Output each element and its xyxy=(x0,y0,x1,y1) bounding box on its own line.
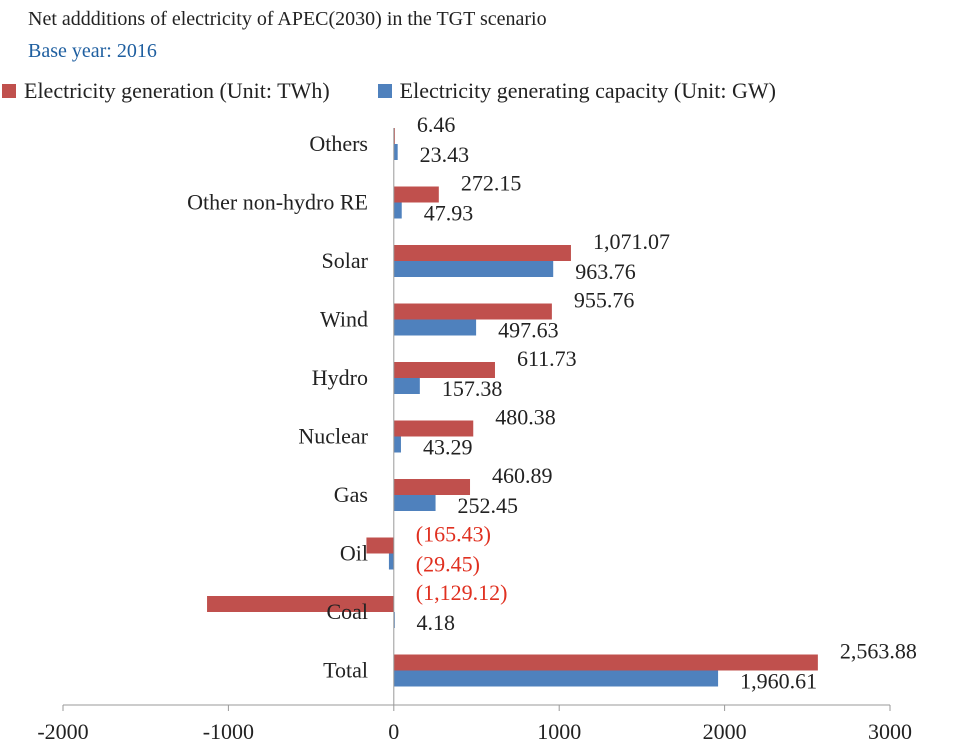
bar-generation-wind xyxy=(393,303,552,320)
bar-generation-total xyxy=(393,654,818,671)
category-label-other-non-hydro-re: Other non-hydro RE xyxy=(187,190,368,215)
bar-generation-coal xyxy=(207,596,394,612)
chart-legend: Electricity generation (Unit: TWh) Elect… xyxy=(2,78,824,104)
legend-label-generation: Electricity generation (Unit: TWh) xyxy=(24,78,330,103)
bar-generation-oil xyxy=(366,537,394,554)
category-label-wind: Wind xyxy=(320,307,368,332)
category-label-solar: Solar xyxy=(322,248,369,273)
category-label-nuclear: Nuclear xyxy=(298,424,368,449)
bar-generation-other-non-hydro-re xyxy=(393,186,439,203)
data-label-generation-total: 2,563.88 xyxy=(840,639,917,664)
x-tick-label: 3000 xyxy=(868,719,912,744)
data-label-capacity-coal: 4.18 xyxy=(416,610,455,635)
legend-item-generation: Electricity generation (Unit: TWh) xyxy=(2,78,330,104)
bar-generation-solar xyxy=(393,245,571,261)
x-tick-label: -2000 xyxy=(37,719,88,744)
data-label-capacity-total: 1,960.61 xyxy=(740,669,817,694)
x-tick-label: 1000 xyxy=(537,719,581,744)
data-label-generation-hydro: 611.73 xyxy=(517,346,577,371)
data-label-generation-gas: 460.89 xyxy=(492,463,553,488)
data-label-capacity-gas: 252.45 xyxy=(458,493,519,518)
bar-capacity-other-non-hydro-re xyxy=(393,202,402,219)
data-label-generation-nuclear: 480.38 xyxy=(495,405,556,430)
data-label-capacity-oil: (29.45) xyxy=(416,552,480,577)
bar-generation-others xyxy=(393,128,395,144)
category-label-hydro: Hydro xyxy=(312,365,368,390)
category-label-others: Others xyxy=(309,131,368,156)
data-label-capacity-wind: 497.63 xyxy=(498,318,559,343)
bar-generation-nuclear xyxy=(393,420,474,437)
legend-label-capacity: Electricity generating capacity (Unit: G… xyxy=(399,78,776,103)
data-label-capacity-solar: 963.76 xyxy=(575,259,636,284)
legend-swatch-capacity xyxy=(377,84,392,98)
bar-generation-hydro xyxy=(393,362,495,378)
legend-swatch-generation xyxy=(2,84,16,98)
data-label-generation-other-non-hydro-re: 272.15 xyxy=(461,171,522,196)
x-tick-label: 0 xyxy=(388,719,399,744)
chart-title: Net addditions of electricity of APEC(20… xyxy=(28,8,547,30)
data-label-generation-others: 6.46 xyxy=(417,112,456,137)
bar-capacity-total xyxy=(393,670,719,687)
bar-capacity-gas xyxy=(393,495,436,511)
category-label-gas: Gas xyxy=(334,482,368,507)
category-label-total: Total xyxy=(323,658,368,683)
data-label-capacity-other-non-hydro-re: 47.93 xyxy=(424,201,474,226)
bar-generation-gas xyxy=(393,479,471,495)
bar-capacity-wind xyxy=(393,319,477,336)
bar-capacity-others xyxy=(393,144,398,160)
data-label-generation-coal: (1,129.12) xyxy=(416,580,508,605)
data-label-generation-wind: 955.76 xyxy=(574,288,635,313)
category-label-oil: Oil xyxy=(340,541,368,566)
data-label-generation-solar: 1,071.07 xyxy=(593,229,670,254)
bar-capacity-hydro xyxy=(393,378,420,394)
data-label-capacity-others: 23.43 xyxy=(420,142,470,167)
bar-capacity-solar xyxy=(393,261,554,277)
data-label-generation-oil: (165.43) xyxy=(416,522,491,547)
data-label-capacity-hydro: 157.38 xyxy=(442,376,503,401)
chart-subtitle: Base year: 2016 xyxy=(28,40,157,62)
bar-capacity-oil xyxy=(388,553,394,570)
legend-item-capacity: Electricity generating capacity (Unit: G… xyxy=(377,78,776,104)
x-tick-label: 2000 xyxy=(703,719,747,744)
bar-capacity-nuclear xyxy=(393,436,401,453)
data-label-capacity-nuclear: 43.29 xyxy=(423,435,473,460)
x-tick-label: -1000 xyxy=(203,719,254,744)
category-label-coal: Coal xyxy=(326,599,368,624)
